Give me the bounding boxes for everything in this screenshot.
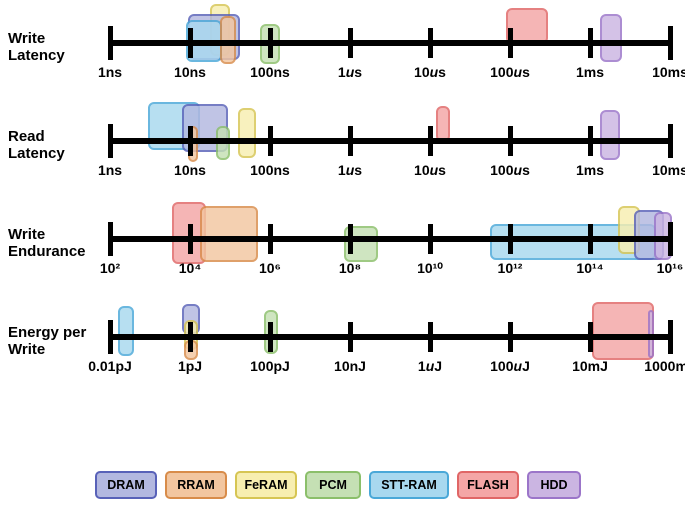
- block-feram: [238, 108, 256, 158]
- tick: [428, 28, 433, 58]
- tick: [188, 322, 193, 352]
- tick-label: 10ns: [174, 162, 206, 178]
- tick-label: 100us: [490, 64, 530, 80]
- axis-area: 10²10⁴10⁶10⁸10¹⁰10¹²10¹⁴10¹⁶: [110, 206, 670, 276]
- block-hdd: [600, 14, 622, 62]
- tick-label: 10¹²: [498, 260, 523, 276]
- legend-item-stt-ram: STT-RAM: [369, 471, 449, 499]
- tick-label: 1ms: [576, 64, 604, 80]
- tick: [508, 126, 513, 156]
- tick: [668, 26, 673, 60]
- tick: [668, 124, 673, 158]
- axis-area: 1ns10ns100ns1us10us100us1ms10ms: [110, 108, 670, 178]
- tick: [508, 322, 513, 352]
- axis-line: [110, 334, 670, 340]
- block-flash: [592, 302, 654, 360]
- tick-label: 1ns: [98, 162, 122, 178]
- legend-item-flash: FLASH: [457, 471, 519, 499]
- axis-area: 0.01pJ1pJ100pJ10nJ1uJ100uJ10mJ1000mJ: [110, 304, 670, 374]
- tick-label: 10ns: [174, 64, 206, 80]
- tick-label: 10us: [414, 162, 446, 178]
- tick-label: 1ms: [576, 162, 604, 178]
- tick: [588, 322, 593, 352]
- row-label: WriteLatency: [8, 30, 108, 65]
- tick: [668, 320, 673, 354]
- legend-item-pcm: PCM: [305, 471, 361, 499]
- tick-label: 10⁸: [339, 260, 361, 276]
- tick-label: 100pJ: [250, 358, 290, 374]
- block-hdd: [600, 110, 620, 160]
- tick: [588, 126, 593, 156]
- tick-label: 10⁴: [179, 260, 202, 276]
- tick: [108, 320, 113, 354]
- legend-item-rram: RRAM: [165, 471, 227, 499]
- block-stt-ram: [118, 306, 134, 356]
- axis-line: [110, 236, 670, 242]
- tick: [428, 322, 433, 352]
- tick: [508, 224, 513, 254]
- row-label: ReadLatency: [8, 128, 108, 163]
- tick-label: 1ns: [98, 64, 122, 80]
- tick: [508, 28, 513, 58]
- tick-label: 10mJ: [572, 358, 608, 374]
- tick: [188, 126, 193, 156]
- block-rram: [200, 206, 258, 262]
- tick-label: 10¹⁰: [417, 260, 443, 277]
- tick-label: 1us: [338, 64, 362, 80]
- tick: [348, 224, 353, 254]
- tick-label: 10ms: [652, 162, 685, 178]
- tick: [268, 126, 273, 156]
- tick-label: 100ns: [250, 162, 290, 178]
- row-label: Energy perWrite: [8, 324, 108, 359]
- tick-label: 10²: [100, 260, 120, 276]
- tick: [428, 224, 433, 254]
- tick-label: 100us: [490, 162, 530, 178]
- legend-item-dram: DRAM: [95, 471, 157, 499]
- tick-label: 10nJ: [334, 358, 366, 374]
- tick: [188, 224, 193, 254]
- tick: [668, 222, 673, 256]
- tick: [588, 28, 593, 58]
- tick: [188, 28, 193, 58]
- tick: [268, 322, 273, 352]
- axis-line: [110, 138, 670, 144]
- block-flash: [436, 106, 450, 142]
- tick-label: 10¹⁶: [657, 260, 684, 276]
- tick: [268, 28, 273, 58]
- tick: [348, 126, 353, 156]
- tick-label: 10⁶: [259, 260, 281, 276]
- legend-item-feram: FeRAM: [235, 471, 297, 499]
- tick: [428, 126, 433, 156]
- tick-label: 10ms: [652, 64, 685, 80]
- tick-label: 1000mJ: [644, 358, 685, 374]
- tick-label: 10¹⁴: [576, 260, 603, 276]
- tick: [108, 124, 113, 158]
- tick: [348, 322, 353, 352]
- legend: DRAM RRAM FeRAM PCM STT-RAM FLASH HDD: [95, 471, 581, 499]
- tick: [108, 26, 113, 60]
- tick: [348, 28, 353, 58]
- tick: [588, 224, 593, 254]
- tick-label: 0.01pJ: [88, 358, 132, 374]
- tick: [108, 222, 113, 256]
- axis-line: [110, 40, 670, 46]
- tick-label: 10us: [414, 64, 446, 80]
- legend-item-hdd: HDD: [527, 471, 581, 499]
- tick-label: 1us: [338, 162, 362, 178]
- tick-label: 100ns: [250, 64, 290, 80]
- tick: [268, 224, 273, 254]
- tick-label: 100uJ: [490, 358, 530, 374]
- axis-area: 1ns10ns100ns1us10us100us1ms10ms: [110, 10, 670, 80]
- tick-label: 1pJ: [178, 358, 202, 374]
- tick-label: 1uJ: [418, 358, 442, 374]
- row-label: WriteEndurance: [8, 226, 108, 261]
